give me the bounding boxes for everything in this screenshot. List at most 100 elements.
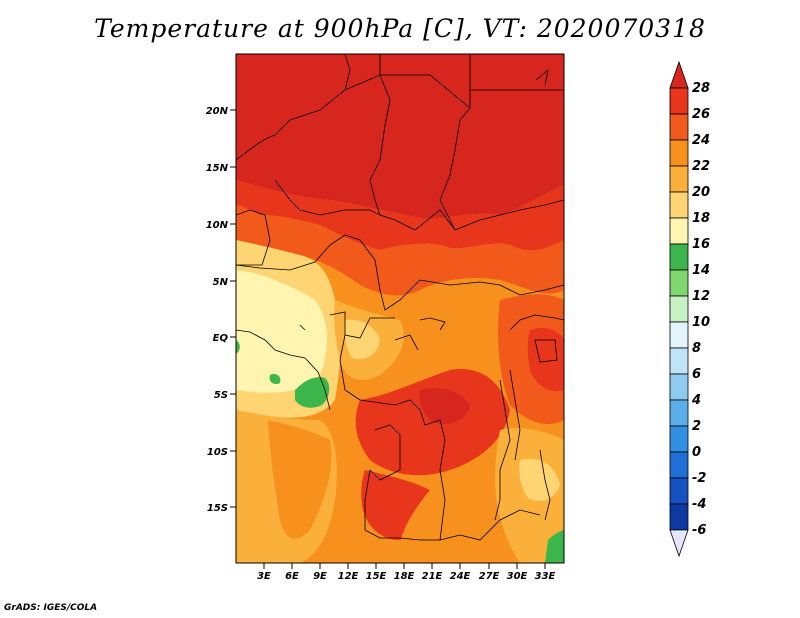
border-line [236, 234, 564, 311]
field-14-16-southeast [545, 530, 564, 563]
colorbar-label: 2 [692, 419, 701, 434]
lon-label: 21E [422, 571, 443, 582]
field-14-16-patch [295, 377, 330, 408]
colorbar-segment-4-6 [669, 373, 689, 401]
lon-label: 6E [285, 571, 299, 582]
border-line [369, 424, 401, 481]
colorbar-label: 20 [692, 185, 710, 200]
colorbar-label: 6 [692, 367, 701, 382]
coastline [236, 329, 331, 411]
lat-label: 10S [207, 447, 228, 458]
colorbar-label: 24 [692, 133, 710, 148]
border-line [236, 54, 381, 161]
colorbar-arrow-bottom [669, 529, 689, 558]
colorbar-label: 18 [692, 211, 710, 226]
lake-victoria [534, 339, 558, 363]
colorbar-label: -4 [692, 497, 706, 512]
border-line [439, 509, 541, 541]
border-line [364, 469, 440, 541]
lon-label: 33E [535, 571, 556, 582]
river-line [394, 334, 419, 351]
colorbar-segment-24-26 [669, 113, 689, 141]
colorbar-segment-12-14 [669, 269, 689, 297]
colorbar-segment-20-22 [669, 165, 689, 193]
lake-tanganyika [509, 369, 521, 461]
border-line [380, 54, 471, 109]
lat-label: 5S [214, 390, 228, 401]
lat-label: EQ [213, 333, 229, 344]
river-line [419, 317, 446, 331]
lon-label: 9E [313, 571, 327, 582]
colorbar-segment-minus4-minus2 [669, 477, 689, 505]
colorbar-segment-minus6-minus4 [669, 503, 689, 531]
colorbar-segment-22-24 [669, 139, 689, 167]
field-14-16-edge [236, 340, 240, 354]
island [299, 324, 306, 331]
border-line [236, 209, 271, 266]
lon-label: 30E [507, 571, 528, 582]
colorbar-segment-6-8 [669, 347, 689, 375]
border-line [509, 314, 564, 331]
colorbar-segment-0-2 [669, 425, 689, 453]
border-line [329, 311, 395, 339]
lon-label: 3E [257, 571, 271, 582]
lon-label: 15E [366, 571, 387, 582]
lat-label: 15N [206, 163, 229, 174]
lat-label: 5N [213, 277, 229, 288]
border-line [439, 107, 471, 231]
lon-label: 27E [479, 571, 500, 582]
lat-label: 20N [206, 106, 229, 117]
coastline-red-sea [535, 68, 549, 86]
colorbar-arrow-top [669, 60, 689, 89]
colorbar-segment-16-18 [669, 217, 689, 245]
colorbar-label: 12 [692, 289, 710, 304]
colorbar-segment-10-12 [669, 295, 689, 323]
field-22-24-tongue [268, 420, 332, 539]
field-18-20-central [344, 319, 380, 360]
colorbar-label: 28 [692, 81, 710, 96]
country-borders [236, 54, 564, 541]
colorbar-segment-26-28 [669, 87, 689, 115]
colorbar-label: 0 [692, 445, 701, 460]
field-above-28-south [419, 388, 470, 425]
field-above-28-north [236, 54, 564, 219]
field-18-20-southeast [519, 458, 560, 502]
field-26-28-band [236, 180, 564, 251]
lon-label: 12E [338, 571, 359, 582]
colorbar-label: 8 [692, 341, 701, 356]
latitude-axis: 20N 15N 10N 5N EQ 5S 10S 15S [206, 106, 236, 514]
colorbar-segment-2-4 [669, 399, 689, 427]
map-title: Temperature at 900hPa [C], VT: 202007031… [94, 14, 706, 43]
border-line [274, 179, 564, 231]
lat-label: 10N [206, 220, 229, 231]
colorbar-segment-minus2-0 [669, 451, 689, 479]
border-line [344, 54, 351, 91]
field-14-16-patch-small [269, 373, 281, 385]
border-line [494, 379, 511, 521]
lake-malawi [539, 449, 551, 521]
border-line [359, 399, 446, 541]
lat-label: 15S [207, 503, 228, 514]
temperature-field [236, 54, 564, 563]
colorbar-label: 14 [692, 263, 710, 278]
longitude-axis: 3E 6E 9E 12E 15E 18E 21E 24E 27E 30E 33E [257, 563, 556, 582]
colorbar-label: 16 [692, 237, 710, 252]
colorbar-segment-18-20 [669, 191, 689, 219]
colorbar-label: 4 [691, 393, 701, 408]
colorbar: 28 26 24 22 20 18 16 14 12 10 8 6 4 2 0 … [669, 60, 710, 558]
lon-label: 24E [450, 571, 471, 582]
colorbar-segment-14-16 [669, 243, 689, 271]
map-frame [235, 53, 565, 564]
field-22-24-south [398, 488, 500, 563]
grads-credit: GrADS: IGES/COLA [4, 603, 98, 613]
colorbar-label: -2 [692, 471, 706, 486]
colorbar-label: -6 [692, 523, 706, 538]
colorbar-label: 10 [692, 315, 710, 330]
border-line [339, 334, 361, 401]
border-line [369, 74, 391, 216]
colorbar-label: 22 [692, 159, 710, 174]
field-24-26-band [236, 205, 564, 296]
field-16-18-west [236, 270, 327, 393]
colorbar-label: 26 [692, 107, 710, 122]
